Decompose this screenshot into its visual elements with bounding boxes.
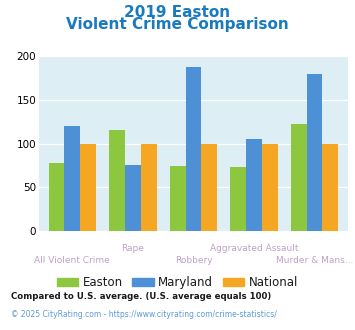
Bar [80, 144, 96, 231]
Bar [291, 124, 307, 231]
Bar [201, 144, 217, 231]
Text: Compared to U.S. average. (U.S. average equals 100): Compared to U.S. average. (U.S. average … [11, 292, 271, 301]
Text: Robbery: Robbery [175, 256, 212, 265]
Text: Murder & Mans...: Murder & Mans... [276, 256, 353, 265]
Text: 2019 Easton: 2019 Easton [125, 5, 230, 20]
Bar [170, 166, 186, 231]
Bar [109, 130, 125, 231]
Text: Violent Crime Comparison: Violent Crime Comparison [66, 16, 289, 31]
Bar [230, 167, 246, 231]
Bar [125, 165, 141, 231]
Bar [186, 67, 201, 231]
Legend: Easton, Maryland, National: Easton, Maryland, National [52, 272, 303, 294]
Bar [49, 163, 65, 231]
Bar [141, 144, 157, 231]
Bar [322, 144, 338, 231]
Text: Rape: Rape [121, 244, 144, 253]
Bar [262, 144, 278, 231]
Bar [65, 126, 80, 231]
Text: Aggravated Assault: Aggravated Assault [210, 244, 298, 253]
Text: © 2025 CityRating.com - https://www.cityrating.com/crime-statistics/: © 2025 CityRating.com - https://www.city… [11, 310, 277, 319]
Bar [246, 139, 262, 231]
Text: All Violent Crime: All Violent Crime [34, 256, 110, 265]
Bar [307, 75, 322, 231]
